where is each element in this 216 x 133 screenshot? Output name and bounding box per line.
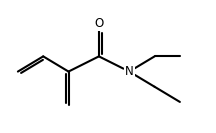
Text: O: O — [94, 17, 103, 30]
Text: N: N — [125, 65, 134, 78]
